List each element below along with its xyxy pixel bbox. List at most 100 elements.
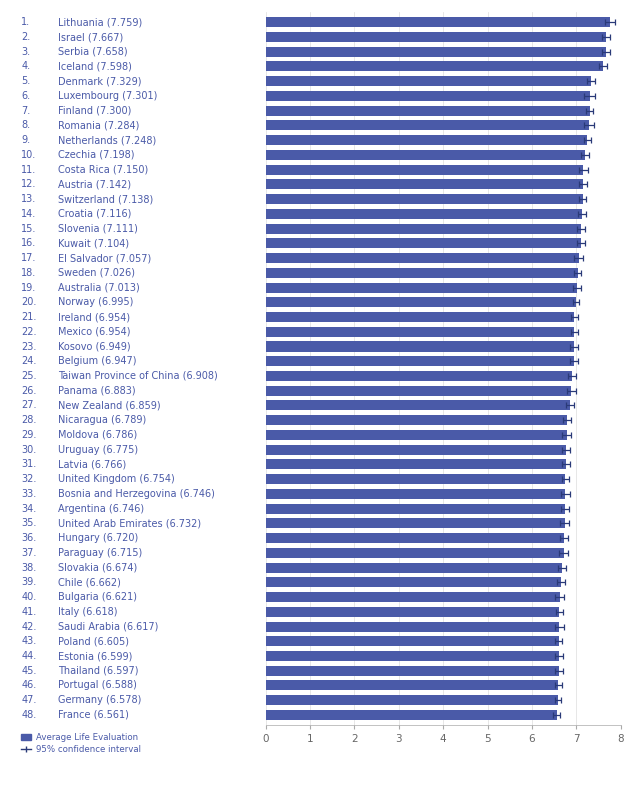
Text: Croatia (7.116): Croatia (7.116) xyxy=(58,209,132,219)
Bar xyxy=(266,651,559,661)
Text: 36.: 36. xyxy=(21,533,36,543)
Text: 17.: 17. xyxy=(21,253,36,263)
Text: 32.: 32. xyxy=(21,474,36,484)
Bar xyxy=(266,533,564,543)
Text: 24.: 24. xyxy=(21,356,36,367)
Bar xyxy=(266,61,603,72)
Bar xyxy=(266,445,566,454)
Text: Netherlands (7.248): Netherlands (7.248) xyxy=(58,135,157,145)
Text: Luxembourg (7.301): Luxembourg (7.301) xyxy=(58,91,158,101)
Text: 33.: 33. xyxy=(21,489,36,499)
Text: 28.: 28. xyxy=(21,415,36,425)
Text: 34.: 34. xyxy=(21,504,36,513)
Text: Ireland (6.954): Ireland (6.954) xyxy=(58,312,131,322)
Text: Taiwan Province of China (6.908): Taiwan Province of China (6.908) xyxy=(58,371,218,381)
Text: Denmark (7.329): Denmark (7.329) xyxy=(58,77,142,86)
Text: 6.: 6. xyxy=(21,91,30,101)
Text: 35.: 35. xyxy=(21,518,36,528)
Text: Chile (6.662): Chile (6.662) xyxy=(58,577,122,587)
Text: 3.: 3. xyxy=(21,47,30,57)
Text: 29.: 29. xyxy=(21,430,36,440)
Bar xyxy=(266,224,581,234)
Bar xyxy=(266,32,606,42)
Text: 13.: 13. xyxy=(21,194,36,204)
Text: 18.: 18. xyxy=(21,268,36,278)
Bar xyxy=(266,283,577,292)
Text: Mexico (6.954): Mexico (6.954) xyxy=(58,327,131,337)
Text: 43.: 43. xyxy=(21,636,36,646)
Text: Nicaragua (6.789): Nicaragua (6.789) xyxy=(58,415,147,425)
Text: Moldova (6.786): Moldova (6.786) xyxy=(58,430,138,440)
Text: Estonia (6.599): Estonia (6.599) xyxy=(58,651,133,661)
Bar xyxy=(266,415,567,426)
Text: Argentina (6.746): Argentina (6.746) xyxy=(58,504,145,513)
Bar xyxy=(266,165,583,175)
Text: 46.: 46. xyxy=(21,681,36,690)
Text: 39.: 39. xyxy=(21,577,36,587)
Bar xyxy=(266,504,565,513)
Bar xyxy=(266,297,576,308)
Bar xyxy=(266,563,562,572)
Text: 22.: 22. xyxy=(21,327,36,337)
Bar xyxy=(266,47,605,57)
Text: Czechia (7.198): Czechia (7.198) xyxy=(58,150,135,160)
Text: Iceland (7.598): Iceland (7.598) xyxy=(58,61,132,72)
Text: Hungary (6.720): Hungary (6.720) xyxy=(58,533,139,543)
Text: 21.: 21. xyxy=(21,312,36,322)
Text: Finland (7.300): Finland (7.300) xyxy=(58,106,132,116)
Text: Paraguay (6.715): Paraguay (6.715) xyxy=(58,548,143,558)
Text: 4.: 4. xyxy=(21,61,30,72)
Text: Uruguay (6.775): Uruguay (6.775) xyxy=(58,445,138,454)
Text: Austria (7.142): Austria (7.142) xyxy=(58,179,132,190)
Bar xyxy=(266,710,557,720)
Text: 26.: 26. xyxy=(21,386,36,396)
Bar xyxy=(266,489,565,499)
Text: 7.: 7. xyxy=(21,106,31,116)
Text: Romania (7.284): Romania (7.284) xyxy=(58,120,140,131)
Text: France (6.561): France (6.561) xyxy=(58,710,129,720)
Bar xyxy=(266,179,582,190)
Bar xyxy=(266,106,589,116)
Text: Norway (6.995): Norway (6.995) xyxy=(58,297,134,308)
Text: 40.: 40. xyxy=(21,592,36,602)
Bar xyxy=(266,607,559,617)
Bar xyxy=(266,592,559,602)
Text: Latvia (6.766): Latvia (6.766) xyxy=(58,459,127,469)
Bar xyxy=(266,194,582,204)
Text: Sweden (7.026): Sweden (7.026) xyxy=(58,268,136,278)
Text: 30.: 30. xyxy=(21,445,36,454)
Text: Slovenia (7.111): Slovenia (7.111) xyxy=(58,224,138,234)
Bar xyxy=(266,253,579,263)
Bar xyxy=(266,577,561,587)
Bar xyxy=(266,622,559,631)
Text: Israel (7.667): Israel (7.667) xyxy=(58,32,124,42)
Text: 16.: 16. xyxy=(21,238,36,249)
Bar xyxy=(266,77,591,86)
Bar xyxy=(266,91,590,101)
Text: 8.: 8. xyxy=(21,120,30,131)
Text: 12.: 12. xyxy=(21,179,36,190)
Text: 31.: 31. xyxy=(21,459,36,469)
Text: Saudi Arabia (6.617): Saudi Arabia (6.617) xyxy=(58,622,159,631)
Text: Thailand (6.597): Thailand (6.597) xyxy=(58,665,139,676)
Bar xyxy=(266,459,566,469)
Bar xyxy=(266,430,567,440)
Bar xyxy=(266,548,564,558)
Bar xyxy=(266,474,566,484)
Bar xyxy=(266,518,564,528)
Text: Slovakia (6.674): Slovakia (6.674) xyxy=(58,563,138,572)
Text: 23.: 23. xyxy=(21,341,36,351)
Text: Serbia (7.658): Serbia (7.658) xyxy=(58,47,128,57)
Text: 9.: 9. xyxy=(21,135,30,145)
Text: Germany (6.578): Germany (6.578) xyxy=(58,695,142,705)
Text: 41.: 41. xyxy=(21,607,36,617)
Text: 27.: 27. xyxy=(21,400,36,410)
Bar xyxy=(266,695,557,705)
Text: 47.: 47. xyxy=(21,695,36,705)
Text: United Kingdom (6.754): United Kingdom (6.754) xyxy=(58,474,175,484)
Text: Italy (6.618): Italy (6.618) xyxy=(58,607,118,617)
Text: 48.: 48. xyxy=(21,710,36,720)
Bar xyxy=(266,120,589,131)
Bar xyxy=(266,636,559,646)
Bar xyxy=(266,327,574,337)
